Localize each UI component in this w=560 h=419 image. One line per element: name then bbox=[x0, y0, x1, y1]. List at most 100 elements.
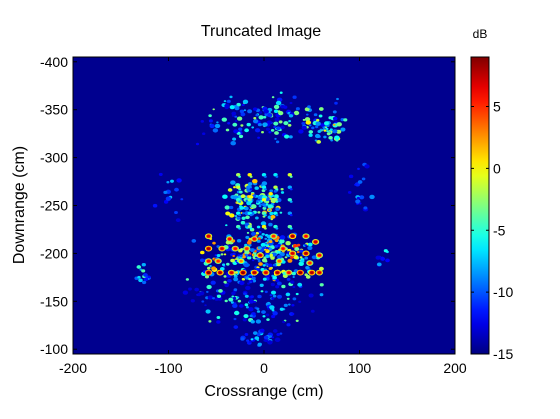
heat-spot bbox=[233, 317, 237, 321]
heat-spot bbox=[270, 214, 276, 219]
heat-spot bbox=[317, 130, 322, 133]
heat-spot bbox=[236, 216, 241, 220]
heat-spot bbox=[257, 294, 262, 299]
heat-spot bbox=[270, 129, 275, 132]
heat-spot bbox=[288, 119, 291, 123]
heat-spot bbox=[283, 303, 288, 308]
heat-spot bbox=[289, 200, 293, 203]
x-tick-label: 100 bbox=[348, 360, 372, 376]
heat-spot bbox=[265, 254, 270, 259]
heat-spot bbox=[265, 127, 271, 131]
heat-spot bbox=[285, 241, 291, 246]
heat-spot bbox=[324, 121, 329, 126]
heat-spot bbox=[268, 240, 273, 244]
heat-spot bbox=[318, 114, 323, 118]
heat-spot bbox=[257, 122, 262, 127]
heat-spot bbox=[227, 121, 231, 125]
heat-spot bbox=[220, 247, 224, 250]
heat-spot bbox=[238, 249, 243, 253]
heat-spot bbox=[289, 175, 293, 178]
heat-spot bbox=[229, 213, 235, 218]
heat-spot bbox=[244, 253, 248, 257]
heat-spot bbox=[263, 335, 269, 340]
x-tick-label: 200 bbox=[443, 360, 467, 376]
heat-spot bbox=[247, 282, 250, 285]
heat-spot bbox=[209, 123, 215, 129]
heat-spot bbox=[245, 235, 250, 239]
heat-spot bbox=[243, 314, 249, 319]
heat-spot bbox=[310, 309, 315, 313]
heat-spot bbox=[275, 213, 279, 217]
heat-spot bbox=[221, 117, 227, 122]
heat-spot bbox=[216, 320, 221, 324]
heat-spot bbox=[261, 173, 267, 177]
y-tick-label: -200 bbox=[40, 245, 68, 261]
heat-spot bbox=[293, 255, 299, 260]
heat-spot bbox=[222, 263, 226, 266]
heat-spot bbox=[263, 109, 269, 114]
heat-spot bbox=[244, 333, 249, 336]
heat-spot bbox=[259, 203, 263, 206]
heat-spot bbox=[269, 305, 275, 310]
heat-spot bbox=[357, 180, 363, 184]
heat-spot bbox=[254, 186, 259, 190]
heat-spot bbox=[292, 285, 296, 289]
heat-spot bbox=[143, 273, 148, 277]
heat-spot bbox=[252, 178, 258, 184]
heat-spot bbox=[225, 128, 230, 132]
heat-spot bbox=[233, 277, 239, 282]
heat-spot bbox=[336, 122, 342, 127]
heat-spot bbox=[226, 283, 230, 286]
heat-spot bbox=[267, 340, 273, 345]
heat-spot bbox=[319, 283, 324, 287]
heat-spot bbox=[268, 222, 273, 227]
heat-spot bbox=[256, 333, 261, 337]
heat-spot bbox=[195, 142, 200, 146]
heat-spot bbox=[238, 227, 242, 230]
heat-spot bbox=[290, 234, 295, 238]
heat-spot bbox=[223, 275, 227, 278]
heat-spot bbox=[288, 114, 294, 118]
heat-spot bbox=[249, 208, 252, 212]
heat-spot bbox=[236, 296, 240, 299]
heat-spot bbox=[245, 215, 250, 220]
heat-spot bbox=[291, 312, 295, 316]
heat-spot bbox=[282, 320, 286, 324]
heat-spot bbox=[138, 278, 143, 283]
heat-spot bbox=[271, 309, 275, 312]
heat-spot bbox=[306, 113, 309, 116]
heat-spot bbox=[239, 109, 245, 114]
heat-spot bbox=[231, 291, 236, 296]
heat-spot bbox=[274, 244, 279, 248]
heat-spot bbox=[295, 292, 299, 296]
heat-spot bbox=[206, 234, 211, 238]
heat-spot bbox=[298, 271, 302, 274]
heat-spot bbox=[299, 256, 303, 259]
heat-spot bbox=[319, 128, 323, 131]
heat-spot bbox=[333, 123, 336, 126]
heat-spot bbox=[369, 194, 375, 200]
heat-spot bbox=[267, 113, 273, 118]
heat-spot bbox=[241, 277, 246, 281]
heat-spot bbox=[268, 192, 273, 196]
heat-spot bbox=[252, 107, 258, 111]
heat-spot bbox=[262, 315, 266, 318]
heat-spot bbox=[276, 294, 283, 299]
heat-spot bbox=[292, 276, 295, 278]
heat-spot bbox=[216, 253, 221, 258]
heat-spot bbox=[267, 307, 270, 310]
heat-spot bbox=[250, 295, 254, 299]
heat-spot bbox=[305, 275, 311, 279]
heat-spot bbox=[225, 224, 228, 227]
heat-spot bbox=[281, 247, 285, 250]
heat-spot bbox=[250, 319, 255, 324]
heat-spot bbox=[246, 339, 250, 342]
heat-spot bbox=[257, 211, 261, 214]
heat-spot bbox=[307, 245, 313, 251]
heat-spot bbox=[307, 105, 311, 109]
heat-spot bbox=[268, 209, 271, 212]
heat-spot bbox=[249, 227, 253, 230]
heat-spot bbox=[209, 264, 212, 268]
heat-spot bbox=[227, 237, 232, 241]
colorbar-frame bbox=[470, 56, 490, 355]
